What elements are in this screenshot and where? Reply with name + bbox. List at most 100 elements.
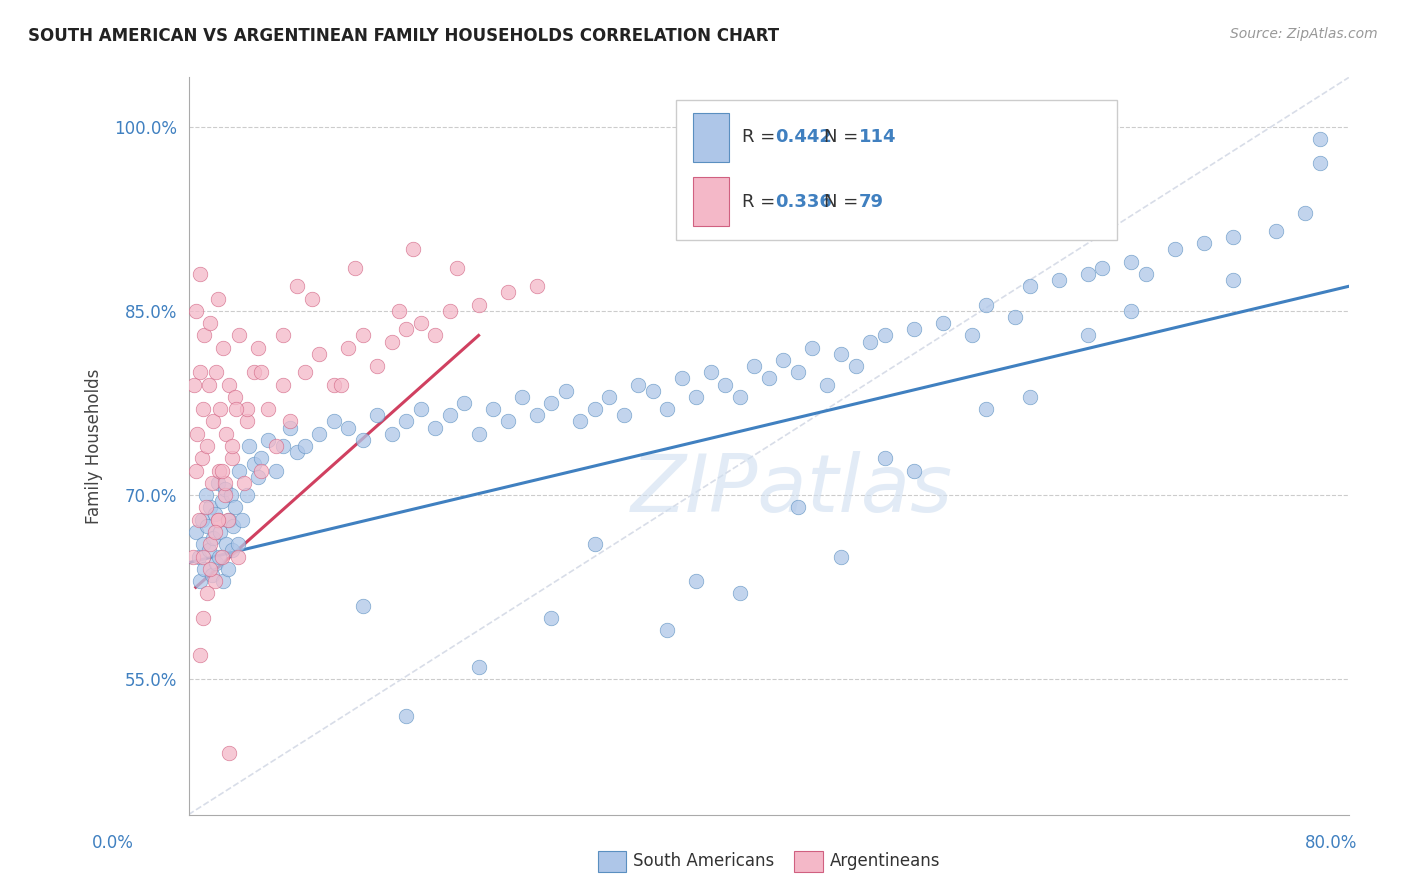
Point xyxy=(482,402,505,417)
Point xyxy=(207,513,229,527)
Point xyxy=(187,549,209,564)
Point xyxy=(217,513,239,527)
Point xyxy=(188,267,211,281)
Point xyxy=(423,420,446,434)
Point xyxy=(218,513,240,527)
Point xyxy=(208,549,231,564)
Point xyxy=(204,524,226,539)
Point xyxy=(218,377,240,392)
Point xyxy=(191,537,214,551)
Point xyxy=(772,353,794,368)
Point xyxy=(250,464,273,478)
Point xyxy=(366,359,388,373)
Point xyxy=(285,279,308,293)
Point xyxy=(188,648,211,662)
Point xyxy=(1077,267,1099,281)
Point xyxy=(1265,224,1288,238)
Point xyxy=(190,513,212,527)
Point xyxy=(699,365,721,379)
Point xyxy=(271,439,294,453)
Point xyxy=(742,359,765,373)
Point xyxy=(496,285,519,300)
Point xyxy=(409,402,432,417)
Point xyxy=(786,365,808,379)
Point xyxy=(219,488,242,502)
Text: 114: 114 xyxy=(859,128,897,146)
Point xyxy=(215,537,238,551)
Point xyxy=(194,488,217,502)
Text: N =: N = xyxy=(824,193,863,211)
Point xyxy=(467,298,489,312)
Point xyxy=(198,377,221,392)
Point xyxy=(402,243,425,257)
Point xyxy=(830,347,852,361)
Point xyxy=(184,303,207,318)
Point xyxy=(190,451,212,466)
Text: 80.0%: 80.0% xyxy=(1305,834,1357,852)
Text: Argentineans: Argentineans xyxy=(830,852,941,870)
Point xyxy=(903,322,925,336)
Point xyxy=(1294,205,1316,219)
Y-axis label: Family Households: Family Households xyxy=(86,368,103,524)
Point xyxy=(1077,328,1099,343)
Point xyxy=(1309,132,1331,146)
Point xyxy=(526,409,548,423)
Point xyxy=(308,347,330,361)
Point xyxy=(540,396,562,410)
Point xyxy=(1047,273,1070,287)
Point xyxy=(243,365,266,379)
Point xyxy=(202,414,225,428)
Point xyxy=(235,402,257,417)
Point xyxy=(194,500,217,515)
Point xyxy=(728,390,751,404)
Point xyxy=(308,426,330,441)
Text: R =: R = xyxy=(742,193,780,211)
Point xyxy=(1091,260,1114,275)
Point xyxy=(195,439,218,453)
Point xyxy=(388,303,411,318)
Point xyxy=(205,556,228,570)
Point xyxy=(278,414,301,428)
Point xyxy=(184,524,207,539)
Point xyxy=(830,549,852,564)
Point xyxy=(974,402,997,417)
Point xyxy=(271,377,294,392)
Point xyxy=(250,451,273,466)
Point xyxy=(207,475,229,490)
Point xyxy=(423,328,446,343)
Point xyxy=(409,316,432,330)
Point xyxy=(243,458,266,472)
Point xyxy=(873,328,896,343)
Point xyxy=(238,439,260,453)
Point xyxy=(1004,310,1026,324)
Point xyxy=(337,341,360,355)
Point xyxy=(554,384,576,398)
Point xyxy=(583,402,606,417)
Point xyxy=(218,746,240,760)
Point xyxy=(395,414,418,428)
Point xyxy=(212,574,235,589)
Point xyxy=(226,537,249,551)
Text: 0.0%: 0.0% xyxy=(91,834,134,852)
Point xyxy=(204,574,226,589)
Point xyxy=(1121,254,1143,268)
Point xyxy=(235,488,257,502)
Point xyxy=(257,433,280,447)
Point xyxy=(655,624,678,638)
Point xyxy=(195,519,218,533)
Text: ZIPatlas: ZIPatlas xyxy=(631,451,953,529)
Point xyxy=(453,396,475,410)
Text: South Americans: South Americans xyxy=(633,852,773,870)
Point xyxy=(627,377,650,392)
Point xyxy=(467,426,489,441)
Point xyxy=(228,328,250,343)
Point xyxy=(381,334,404,349)
Point xyxy=(211,464,233,478)
Point xyxy=(214,475,236,490)
Point xyxy=(655,402,678,417)
Point xyxy=(381,426,404,441)
Point xyxy=(322,377,344,392)
Point xyxy=(193,562,215,576)
Text: 0.442: 0.442 xyxy=(775,128,832,146)
Point xyxy=(209,402,232,417)
